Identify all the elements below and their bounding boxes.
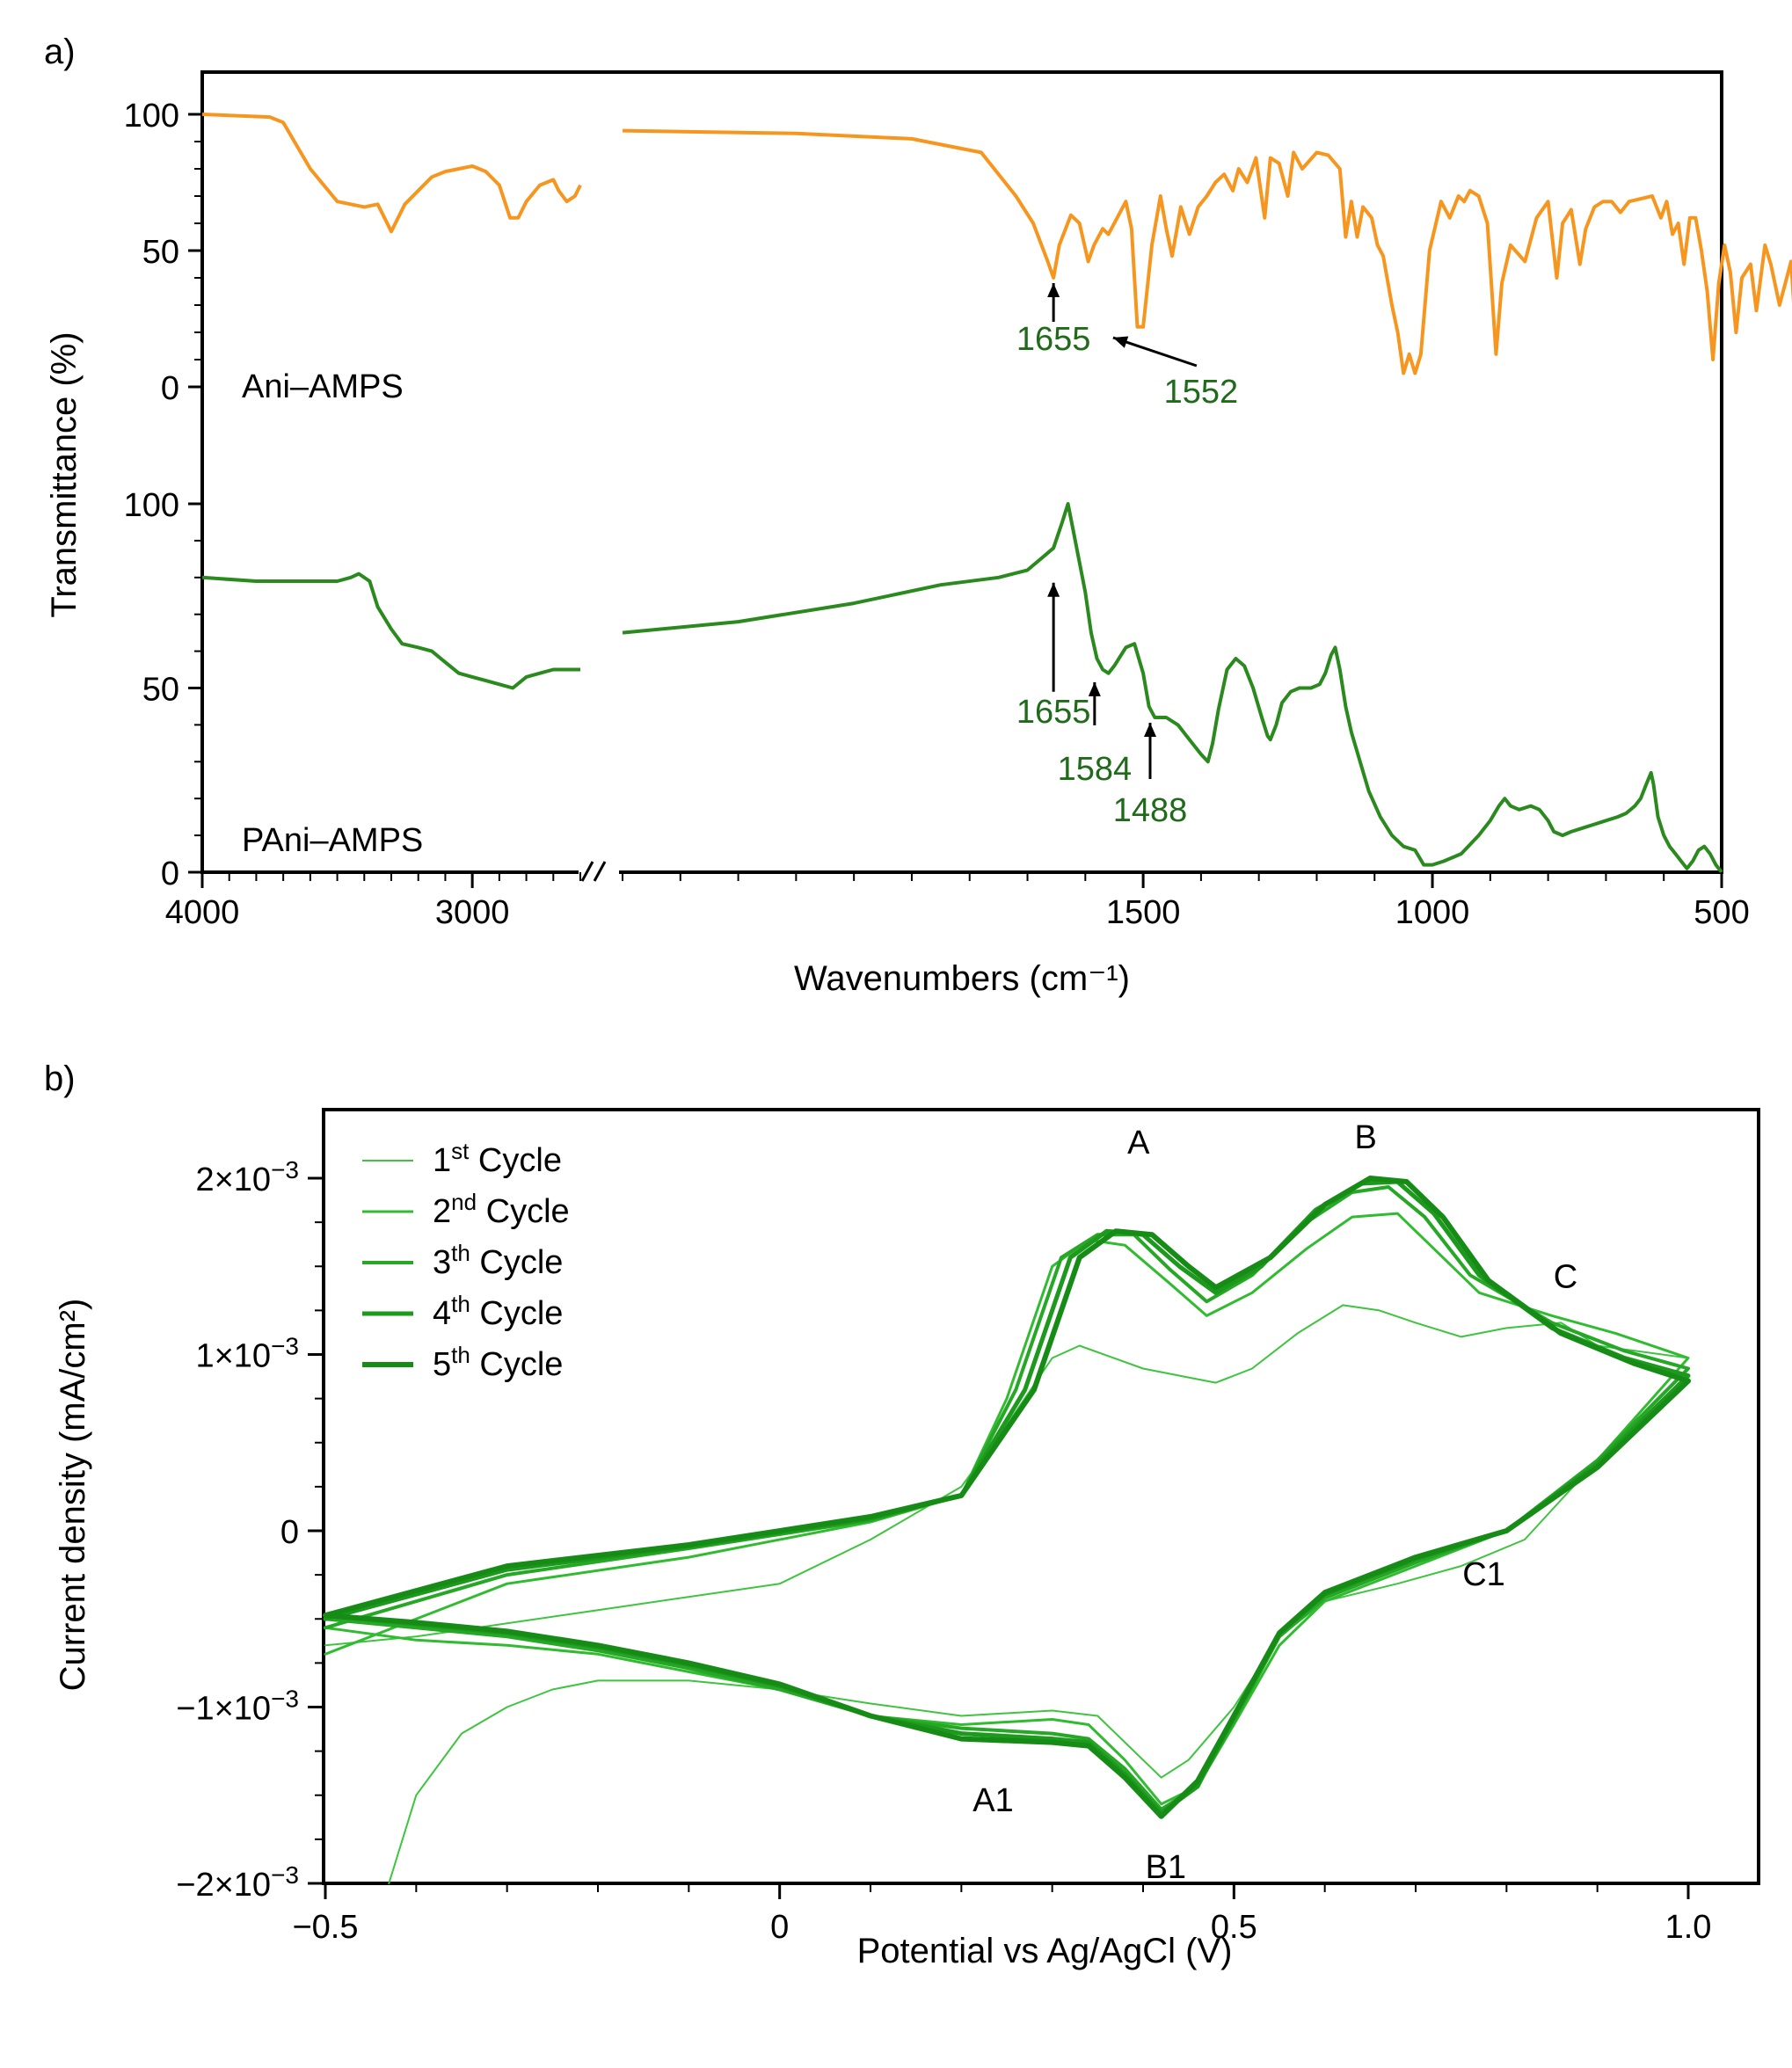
annotation-arrow-head — [1112, 336, 1129, 348]
cv-legend: 1st Cycle 2nd Cycle 3th Cycle 4th Cycle 5th … — [362, 1138, 570, 1383]
y-tick-label: 100 — [124, 98, 179, 135]
legend-entry-cycle-3: 3th Cycle — [433, 1240, 563, 1281]
y-tick-label: 0 — [161, 856, 179, 892]
y-tick-label: 0 — [161, 370, 179, 407]
peak-label-A: A — [1127, 1125, 1150, 1161]
pani-ampis-series-label: PAni–AMPS — [242, 822, 423, 859]
annotation-arrow-head — [1144, 723, 1156, 738]
peak-label-1655: 1655 — [1016, 694, 1091, 731]
panel-a-label: a) — [44, 33, 76, 71]
cv-y-axis-label: Current density (mA/cm²) — [54, 1299, 92, 1692]
x-tick-label: −0.5 — [292, 1909, 358, 1946]
axis-break-mark — [593, 861, 607, 882]
peak-label-C1: C1 — [1462, 1556, 1505, 1593]
peak-label-B: B — [1354, 1119, 1376, 1156]
panel-b-label: b) — [44, 1059, 76, 1098]
x-tick-label: 0.5 — [1211, 1909, 1257, 1946]
ani-ampis-series-label: Ani–AMPS — [242, 368, 404, 405]
ftir-x-axis-label: Wavenumbers (cm⁻¹) — [794, 959, 1130, 998]
y-tick-label: −2×10−3 — [176, 1861, 299, 1904]
y-tick-label: 0 — [280, 1514, 299, 1551]
pani-ampis-series-right — [622, 502, 1723, 874]
x-tick-label: 1000 — [1395, 894, 1470, 931]
y-tick-label: 2×10−3 — [195, 1156, 299, 1198]
peak-label-1552: 1552 — [1164, 374, 1239, 411]
peak-label-A1: A1 — [972, 1782, 1013, 1819]
cv-axes: −0.5 0 0.5 1.0 −2×10−3 −1×10−3 0 1×10−3 2×10−3 — [176, 1156, 1711, 1946]
y-tick-label: 100 — [124, 487, 179, 524]
legend-entry-cycle-5: 5th Cycle — [433, 1342, 563, 1383]
annotation-arrow-shaft — [1112, 336, 1198, 368]
legend-entry-cycle-4: 4th Cycle — [433, 1291, 563, 1332]
annotation-arrow-head — [1047, 582, 1060, 597]
x-tick-label: 1.0 — [1665, 1909, 1712, 1946]
cv-chart: −0.5 0 0.5 1.0 −2×10−3 −1×10−3 0 1×10−3 2×10−3 A… — [54, 1108, 1760, 1970]
legend-entry-cycle-2: 2nd Cycle — [433, 1189, 570, 1230]
ani-ampis-subplot: 0 50 100 — [124, 98, 1792, 413]
annotation-arrow-head — [1088, 681, 1101, 696]
x-tick-label: 4000 — [165, 894, 240, 931]
ftir-x-axis-label-text: Wavenumbers (cm⁻¹) — [794, 959, 1130, 998]
cv-x-axis-label: Potential vs Ag/AgCl (V) — [857, 1932, 1233, 1970]
cv-series — [323, 1176, 1691, 1884]
x-tick-label: 3000 — [435, 894, 510, 931]
ftir-y-axis-label: Transmittance (%) — [45, 331, 84, 617]
y-tick-label: 50 — [142, 234, 179, 271]
x-tick-label: 1500 — [1106, 894, 1181, 931]
peak-label-B1: B1 — [1146, 1849, 1186, 1886]
ftir-frame — [200, 70, 1723, 874]
cv-annotations: A B C A1 B1 C1 — [972, 1119, 1577, 1886]
annotation-arrow-head — [1047, 283, 1060, 297]
ani-ampis-series-left — [201, 113, 582, 234]
x-tick-label: 0 — [770, 1909, 789, 1946]
y-tick-label: 1×10−3 — [195, 1333, 299, 1375]
peak-label-1488: 1488 — [1113, 792, 1188, 829]
ani-ampis-series-right — [622, 128, 1792, 375]
y-tick-label: −1×10−3 — [176, 1686, 299, 1728]
pani-ampis-subplot: 0 50 100 — [124, 464, 1723, 892]
ftir-chart: 0 50 100 0 50 100 4000 3000 1500 1000 500 Wavenu… — [45, 70, 1792, 998]
peak-label-1584: 1584 — [1058, 751, 1133, 788]
ftir-x-ticks: 4000 3000 1500 1000 500 — [165, 872, 1750, 931]
x-tick-label: 500 — [1694, 894, 1749, 931]
ftir-annotations: 1655 1552 1655 1584 1488 — [1016, 283, 1238, 829]
cycle-5-series — [323, 1176, 1691, 1819]
y-tick-label: 50 — [142, 672, 179, 709]
pani-ampis-series-left — [201, 572, 580, 690]
peak-label-1655: 1655 — [1016, 321, 1091, 358]
legend-entry-cycle-1: 1st Cycle — [433, 1138, 562, 1179]
axis-break-mark — [580, 861, 594, 882]
peak-label-C: C — [1554, 1258, 1577, 1295]
cv-frame — [322, 1108, 1760, 1885]
